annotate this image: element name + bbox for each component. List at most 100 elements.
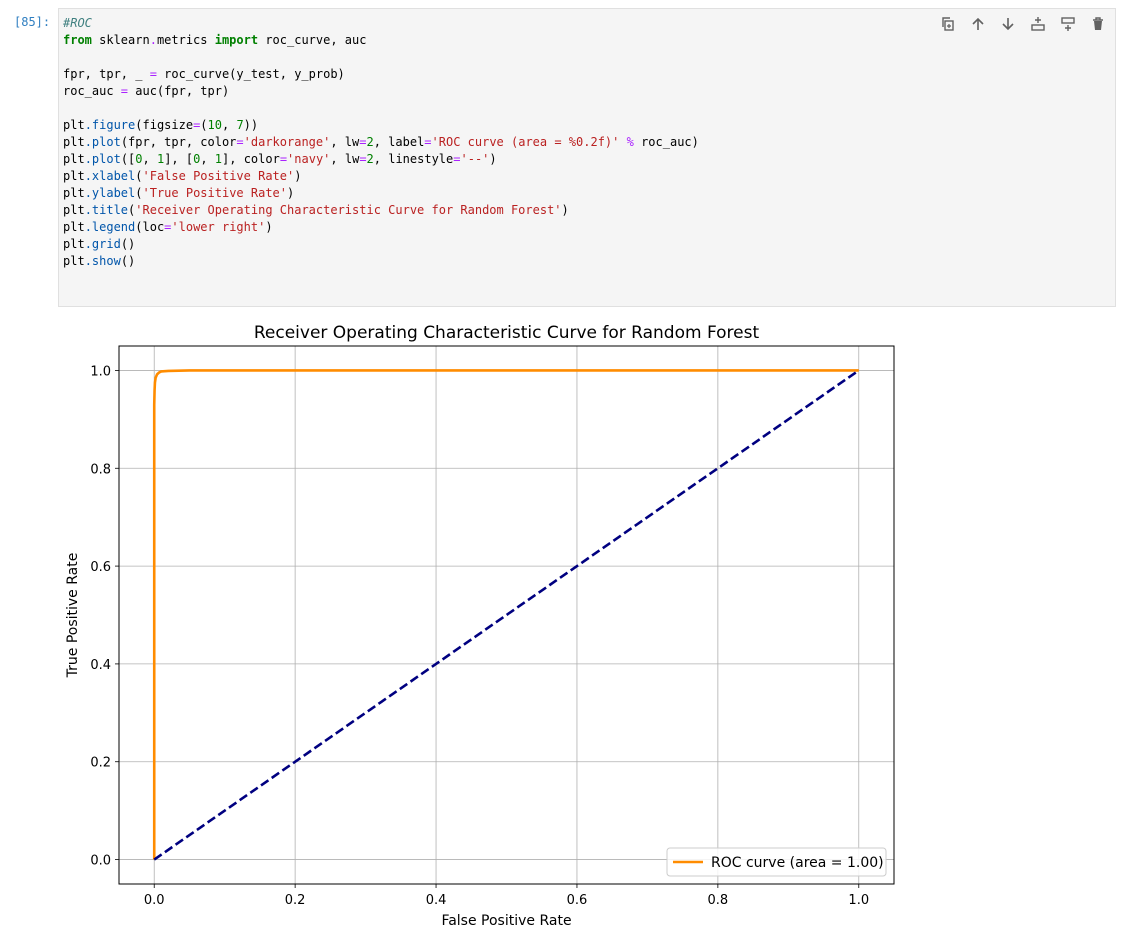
code-token: ( xyxy=(200,118,208,132)
code-token: )) xyxy=(243,118,259,132)
cell-execution-count: [85]: xyxy=(14,15,51,29)
code-token: = xyxy=(236,135,244,149)
trash-icon xyxy=(1093,17,1103,30)
code-token: = xyxy=(120,84,129,98)
y-tick-label: 0.4 xyxy=(90,658,111,673)
insert-below-icon xyxy=(1061,17,1075,31)
code-token: = xyxy=(149,67,157,81)
arrow-up-icon xyxy=(972,17,984,30)
code-line: plt.xlabel('False Positive Rate') xyxy=(63,168,699,185)
code-token: = xyxy=(359,135,367,149)
code-token: 10 xyxy=(207,118,222,132)
code-token: 'navy' xyxy=(287,152,331,166)
code-token: 2 xyxy=(366,135,374,149)
insert-above-button[interactable] xyxy=(1027,13,1049,35)
code-token: = xyxy=(193,118,201,132)
code-token: ) xyxy=(294,169,302,183)
code-token: '--' xyxy=(460,152,490,166)
code-token: = xyxy=(453,152,461,166)
code-token: (figsize xyxy=(135,118,194,132)
x-tick-label: 0.4 xyxy=(426,893,447,908)
move-up-button[interactable] xyxy=(967,13,989,35)
x-axis-label: False Positive Rate xyxy=(441,913,571,929)
code-token: = xyxy=(359,152,367,166)
code-token: ([ xyxy=(120,152,136,166)
code-token: 1 xyxy=(156,152,165,166)
roc-chart: Receiver Operating Characteristic Curve … xyxy=(65,323,895,929)
code-token: ) xyxy=(489,152,497,166)
diagonal-reference-line xyxy=(153,369,860,861)
code-editor[interactable]: #ROC from sklearn.metrics import roc_curv… xyxy=(63,15,699,270)
code-token: 'True Positive Rate' xyxy=(142,186,288,200)
code-line xyxy=(63,100,699,117)
code-token: 'darkorange' xyxy=(243,135,331,149)
duplicate-cell-button[interactable] xyxy=(937,13,959,35)
legend-box xyxy=(666,847,887,877)
insert-above-icon xyxy=(1031,17,1045,31)
code-token: ( xyxy=(135,186,143,200)
code-token: plt xyxy=(63,118,85,132)
code-token: , linestyle xyxy=(373,152,454,166)
code-token: 0 xyxy=(193,152,201,166)
code-token: .figure xyxy=(84,118,136,132)
y-tick-label: 0.2 xyxy=(90,756,111,771)
code-token: 2 xyxy=(366,152,374,166)
code-token: ], color xyxy=(222,152,280,166)
code-token: .plot xyxy=(84,135,121,149)
code-line: plt.legend(loc='lower right') xyxy=(63,219,699,236)
code-token: 0 xyxy=(135,152,143,166)
code-token: roc_auc xyxy=(63,84,121,98)
code-token: plt xyxy=(63,203,85,217)
code-token: .title xyxy=(84,203,129,217)
code-token: 7 xyxy=(236,118,244,132)
cell-output: Receiver Operating Characteristic Curve … xyxy=(58,314,908,941)
code-token: .ylabel xyxy=(84,186,136,200)
roc-curve-line xyxy=(152,369,859,860)
x-tick-label: 0.2 xyxy=(285,893,306,908)
insert-below-button[interactable] xyxy=(1057,13,1079,35)
cell-toolbar xyxy=(937,13,1109,35)
code-token: ) xyxy=(287,186,295,200)
code-token: plt xyxy=(63,135,85,149)
code-token: 'False Positive Rate' xyxy=(142,169,295,183)
code-token: ) xyxy=(561,203,569,217)
code-line: from sklearn.metrics import roc_curve, a… xyxy=(63,32,699,49)
code-line: plt.plot(fpr, tpr, color='darkorange', l… xyxy=(63,134,699,151)
y-tick-label: 0.6 xyxy=(90,560,111,575)
code-token: = xyxy=(424,135,432,149)
plot-frame xyxy=(118,345,895,885)
code-token: , label xyxy=(373,135,425,149)
code-line xyxy=(63,49,699,66)
code-token: plt xyxy=(63,152,85,166)
code-token: .grid xyxy=(84,237,121,251)
code-token: .plot xyxy=(84,152,121,166)
legend-label: ROC curve (area = 1.00) xyxy=(711,855,884,871)
x-tick-label: 1.0 xyxy=(848,893,869,908)
code-line: #ROC xyxy=(63,15,699,32)
y-tick-label: 0.8 xyxy=(90,462,111,477)
code-token: .xlabel xyxy=(84,169,136,183)
code-token: ) xyxy=(265,220,273,234)
code-token: = xyxy=(279,152,288,166)
y-tick-label: 0.0 xyxy=(90,854,111,869)
y-tick-label: 1.0 xyxy=(90,364,111,379)
code-token: = xyxy=(164,220,172,234)
x-tick-label: 0.0 xyxy=(144,893,165,908)
chart-title: Receiver Operating Characteristic Curve … xyxy=(254,323,760,343)
code-token xyxy=(619,135,626,149)
code-token: import xyxy=(214,33,259,47)
code-token: , lw xyxy=(330,152,360,166)
code-cell[interactable]: #ROC from sklearn.metrics import roc_curv… xyxy=(58,8,1116,307)
code-line: plt.figure(figsize=(10, 7)) xyxy=(63,117,699,134)
code-token: ( xyxy=(128,203,136,217)
code-token: plt xyxy=(63,237,85,251)
copy-icon xyxy=(942,17,954,31)
code-token: metrics xyxy=(156,33,215,47)
move-down-button[interactable] xyxy=(997,13,1019,35)
code-token: auc(fpr, tpr) xyxy=(128,84,230,98)
code-token: (fpr, tpr, color xyxy=(120,135,237,149)
x-tick-label: 0.6 xyxy=(567,893,588,908)
code-line: fpr, tpr, _ = roc_curve(y_test, y_prob) xyxy=(63,66,699,83)
delete-cell-button[interactable] xyxy=(1087,13,1109,35)
code-token: . xyxy=(149,33,157,47)
